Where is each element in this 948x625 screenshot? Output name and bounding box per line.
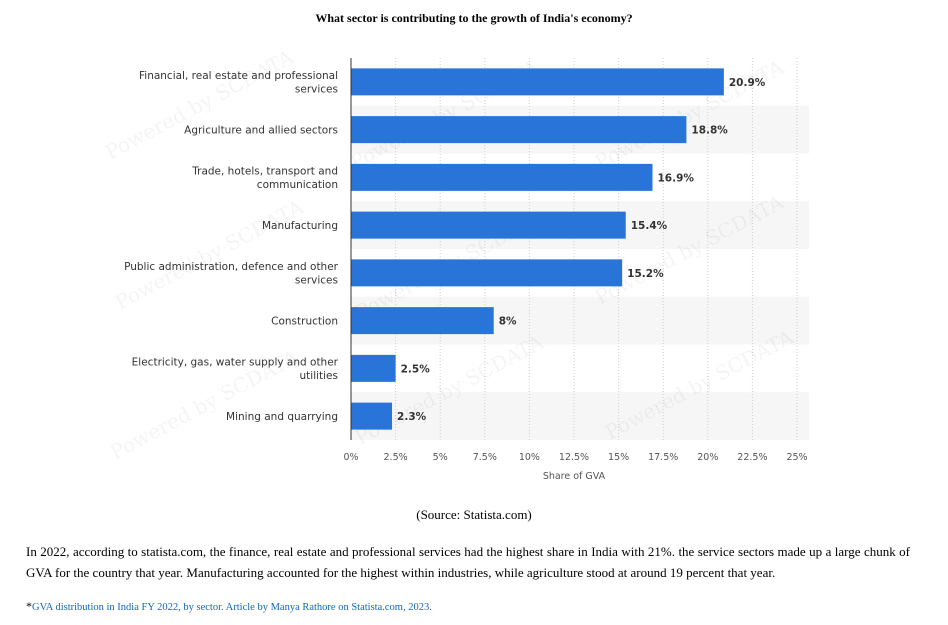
bar [351, 307, 494, 335]
row-band [351, 392, 809, 440]
x-tick-label: 20% [697, 452, 718, 463]
bar [351, 68, 724, 96]
watermark-text: Powered by SCDATA [111, 194, 308, 314]
bar [351, 402, 393, 430]
footnote-link[interactable]: GVA distribution in India FY 2022, by se… [32, 602, 432, 613]
chart-title: What sector is contributing to the growt… [315, 11, 633, 25]
bar [351, 211, 626, 239]
category-label: services [295, 84, 338, 96]
x-tick-label: 15% [608, 452, 629, 463]
category-label: utilities [300, 370, 339, 382]
watermark-text: Powered by SCDATA [101, 44, 298, 164]
bar [351, 163, 653, 191]
x-tick-label: 12.5% [559, 452, 589, 463]
value-label: 16.9% [657, 172, 694, 184]
bar [351, 354, 396, 382]
category-label: Trade, hotels, transport and [191, 166, 338, 178]
category-label: Agriculture and allied sectors [184, 125, 338, 137]
bar [351, 259, 623, 287]
value-label: 15.2% [627, 268, 664, 280]
bar [351, 116, 687, 144]
category-label: Manufacturing [262, 220, 338, 232]
value-label: 15.4% [631, 220, 668, 232]
x-tick-label: 25% [786, 452, 807, 463]
category-label: Public administration, defence and other [124, 261, 339, 273]
x-tick-label: 2.5% [384, 452, 408, 463]
source-note: (Source: Statista.com) [416, 507, 532, 522]
value-label: 18.8% [691, 125, 728, 137]
category-label: communication [257, 179, 338, 191]
category-label: services [295, 275, 338, 287]
category-label: Electricity, gas, water supply and other [132, 357, 339, 369]
x-tick-label: 17.5% [648, 452, 678, 463]
category-label: Financial, real estate and professional [139, 70, 338, 82]
x-tick-label: 7.5% [473, 452, 497, 463]
footnote-marker: * [26, 599, 32, 613]
category-label: Construction [271, 316, 338, 328]
value-label: 20.9% [729, 77, 766, 89]
x-tick-label: 0% [343, 452, 358, 463]
value-label: 2.5% [401, 363, 431, 375]
x-tick-label: 5% [433, 452, 448, 463]
value-label: 8% [499, 316, 517, 328]
value-label: 2.3% [397, 411, 427, 423]
footnote[interactable]: *GVA distribution in India FY 2022, by s… [26, 599, 916, 614]
x-axis-label: Share of GVA [543, 471, 606, 482]
x-tick-label: 10% [519, 452, 540, 463]
x-tick-label: 22.5% [737, 452, 767, 463]
description-paragraph: In 2022, according to statista.com, the … [26, 544, 910, 580]
category-label: Mining and quarrying [226, 411, 338, 423]
